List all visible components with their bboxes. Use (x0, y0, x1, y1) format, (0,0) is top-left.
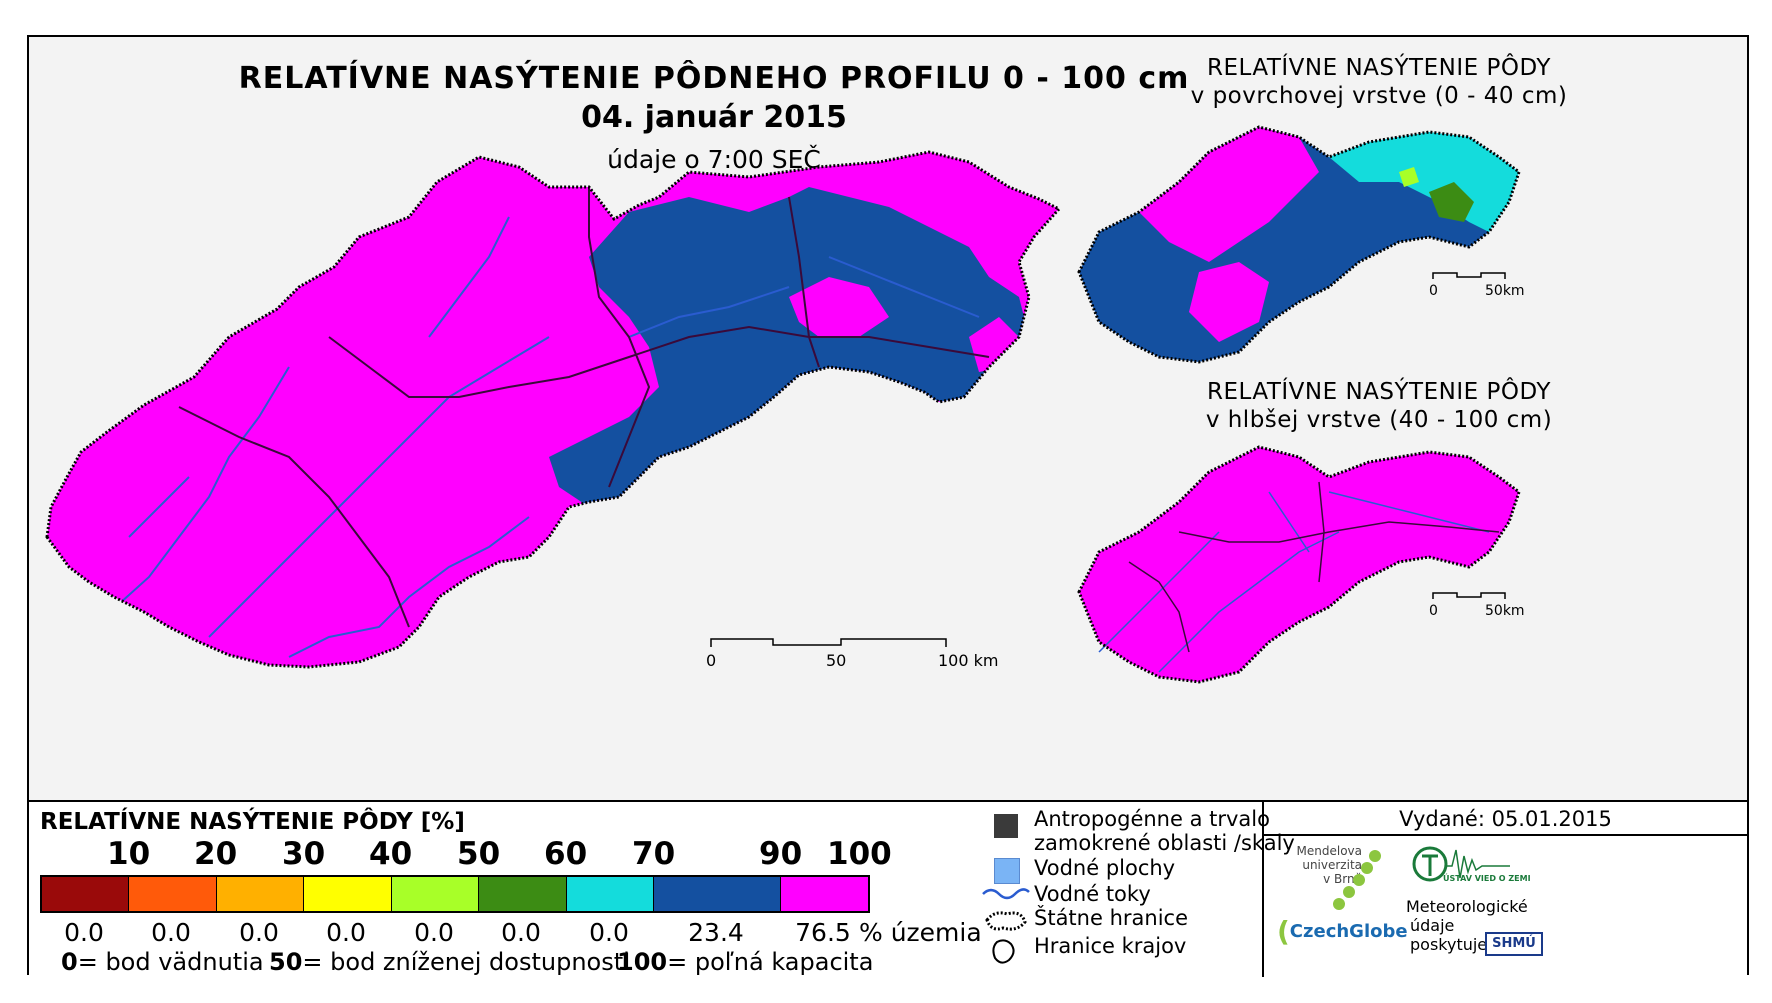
legend-share-30-40: 0.0 (326, 918, 366, 947)
inset-top-scale-0: 0 (1429, 283, 1438, 299)
legend-share-unit: % územia (859, 918, 982, 947)
legend-share-40-50: 0.0 (414, 918, 454, 947)
legend-tick-20: 20 (194, 836, 238, 872)
inset-top-scale-bar (1432, 272, 1506, 279)
main-map (45, 150, 1062, 669)
legend-water-areas: Vodné plochy (1034, 856, 1176, 880)
inset-top-green (1429, 182, 1474, 222)
map-date: 04. január 2015 (581, 100, 847, 135)
inset-map-deep (1077, 445, 1521, 684)
map-frame: RELATÍVNE NASÝTENIE PÔDNEHO PROFILU 0 - … (27, 35, 1749, 977)
inset-top-scale-50: 50km (1485, 283, 1525, 299)
main-scale-bar (710, 638, 947, 647)
legend-share-60-70: 0.0 (589, 918, 629, 947)
legend-swatch-60-70 (567, 877, 654, 911)
legend-title: RELATÍVNE NASÝTENIE PÔDY [%] (40, 809, 465, 835)
legend-tick-10: 10 (107, 836, 151, 872)
main-map-state-border (45, 150, 1062, 669)
legend-share-0-10: 0.0 (64, 918, 104, 947)
mendel-logo-text: Mendelova univerzita v Brně (1296, 844, 1362, 886)
inset-bottom-region-borders (1128, 481, 1500, 653)
legend-anthropogenic-line2: zamokrené oblasti /skaly (1034, 831, 1295, 855)
page-title: RELATÍVNE NASÝTENIE PÔDNEHO PROFILU 0 - … (238, 61, 1190, 96)
czechglobe-logo: (CzechGlobe (1277, 915, 1408, 948)
legend-share-50-60: 0.0 (501, 918, 541, 947)
issued-date: Vydané: 05.01.2015 (1399, 807, 1612, 831)
legend-share-10-20: 0.0 (151, 918, 191, 947)
anthropogenic-swatch (994, 814, 1018, 838)
inset-top-green-patch (1399, 167, 1419, 187)
inset-bottom-scale-50: 50km (1485, 603, 1525, 619)
legend-share-70-90: 23.4 (688, 918, 744, 947)
legend-swatch-50-60 (479, 877, 567, 911)
inset-bottom-fill (1079, 447, 1519, 682)
water-area-swatch (994, 858, 1020, 884)
main-map-rivers (98, 216, 980, 658)
legend-anthropogenic-line1: Antropogénne a trvalo (1034, 807, 1270, 831)
inset-bottom-scale-0: 0 (1429, 603, 1438, 619)
legend-tick-60: 60 (544, 836, 588, 872)
main-map-blue-region (549, 187, 1029, 507)
main-map-magenta-patch (789, 277, 889, 337)
inset-top-magenta (1139, 127, 1319, 262)
map-time: údaje o 7:00 SEČ (607, 145, 821, 174)
inset-bottom-scale-bar (1432, 592, 1506, 599)
region-border-symbol (992, 939, 1015, 964)
inset-top-title-line2: v povrchovej vrstve (0 - 40 cm) (1190, 83, 1568, 109)
river-symbol (982, 888, 1030, 900)
legend-region-border: Hranice krajov (1034, 934, 1187, 958)
inset-bottom-title-line2: v hlbšej vrstve (40 - 100 cm) (1205, 407, 1553, 433)
legend-tick-90: 90 (759, 836, 803, 872)
info-divider (1262, 802, 1264, 977)
legend-tick-40: 40 (369, 836, 413, 872)
legend-tick-50: 50 (457, 836, 501, 872)
legend-swatch-10-20 (129, 877, 217, 911)
legend-tick-100: 100 (827, 836, 892, 872)
legend-swatch-0-10 (42, 877, 129, 911)
legend-tick-30: 30 (282, 836, 326, 872)
legend-share-90-100: 76.5 (795, 918, 851, 947)
state-border-symbol (985, 911, 1027, 931)
legend-swatch-90-100 (781, 877, 868, 911)
legend-share-20-30: 0.0 (239, 918, 279, 947)
inset-map-surface (1077, 125, 1521, 364)
meteo-provider-text: Meteorologické údaje poskytuje: (1406, 897, 1528, 954)
inset-top-magenta-south (1189, 262, 1269, 342)
definition-field-capacity: 100= poľná kapacita (617, 948, 874, 976)
inset-bottom-title-line1: RELATÍVNE NASÝTENIE PÔDY (1207, 379, 1551, 405)
shmu-logo: SHMÚ (1485, 932, 1543, 956)
legend-swatch-70-90 (654, 877, 781, 911)
inset-top-title-line1: RELATÍVNE NASÝTENIE PÔDY (1207, 55, 1551, 81)
mendel-dots-logo (1333, 850, 1381, 910)
inset-top-state-border (1077, 125, 1521, 364)
legend-swatch-30-40 (304, 877, 392, 911)
main-scale-100: 100 km (938, 651, 999, 670)
inset-bottom-state-border (1077, 445, 1521, 684)
uvz-logo-text: ÚSTAV VIED O ZEMI (1443, 874, 1531, 883)
legend-rivers: Vodné toky (1034, 882, 1151, 906)
legend-tick-70: 70 (632, 836, 676, 872)
main-scale-50: 50 (826, 651, 847, 670)
uvz-logo (1412, 846, 1510, 882)
inset-bottom-rivers (1098, 491, 1490, 673)
line-symbols (982, 888, 1030, 964)
legend-color-ramp (40, 875, 870, 913)
legend-state-border: Štátne hranice (1034, 906, 1188, 930)
main-map-region-borders (178, 187, 990, 628)
definition-wilting-point: 0= bod vädnutia (61, 948, 264, 976)
definition-reduced-availability: 50= bod zníženej dostupnosti (269, 948, 630, 976)
legend-swatch-40-50 (392, 877, 479, 911)
info-divider-h (1264, 834, 1747, 836)
main-scale-0: 0 (706, 651, 717, 670)
legend-panel: RELATÍVNE NASÝTENIE PÔDY [%] 10 20 30 40… (29, 800, 1747, 977)
legend-swatch-20-30 (217, 877, 304, 911)
